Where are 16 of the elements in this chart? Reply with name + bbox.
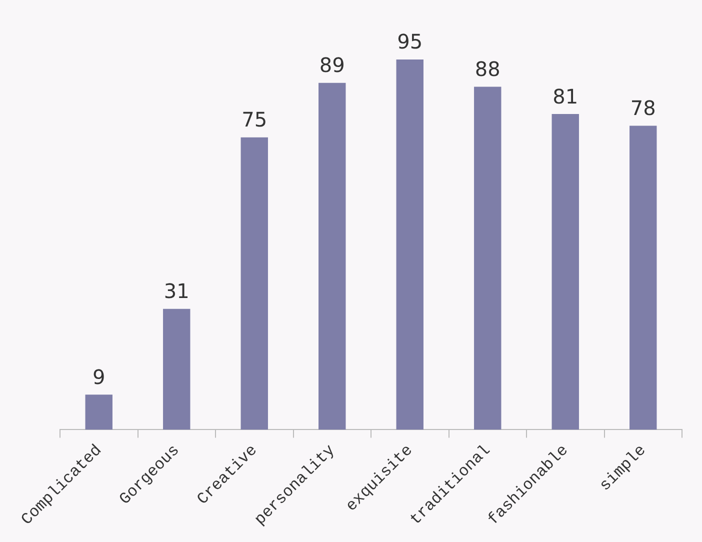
bar bbox=[630, 126, 657, 430]
bar bbox=[163, 308, 190, 430]
data-label: 31 bbox=[164, 279, 190, 304]
bar bbox=[552, 114, 579, 430]
bar bbox=[85, 394, 112, 430]
data-label: 75 bbox=[242, 108, 268, 132]
data-label: 89 bbox=[319, 53, 345, 78]
data-label: 95 bbox=[397, 30, 423, 54]
data-label: 78 bbox=[630, 96, 656, 120]
bar bbox=[318, 82, 346, 430]
bar bbox=[474, 86, 502, 430]
data-label: 88 bbox=[474, 56, 500, 81]
data-label: 9 bbox=[92, 364, 106, 389]
data-label: 81 bbox=[552, 84, 578, 108]
bar bbox=[396, 59, 424, 430]
bar bbox=[240, 137, 268, 430]
